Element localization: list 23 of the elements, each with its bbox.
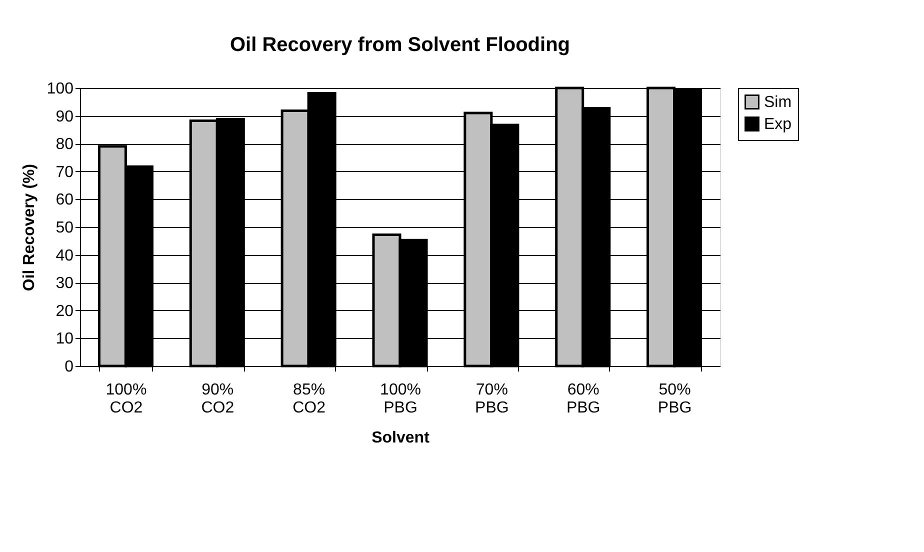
y-tick-label: 20 bbox=[56, 302, 74, 320]
chart-title: Oil Recovery from Solvent Flooding bbox=[230, 34, 570, 56]
y-tick-label: 50 bbox=[56, 220, 74, 236]
x-tick-label: 50% PBG bbox=[658, 382, 692, 416]
legend-label: Exp bbox=[764, 116, 792, 133]
y-tick-label: 70 bbox=[56, 164, 74, 181]
y-axis-title: Oil Recovery (%) bbox=[20, 164, 38, 292]
y-tick-label: 80 bbox=[56, 136, 74, 154]
y-tick-label: 90 bbox=[56, 108, 74, 126]
y-tick-label: 40 bbox=[56, 247, 74, 264]
y-tick-label: 10 bbox=[56, 330, 74, 348]
x-tick-label: 70% PBG bbox=[475, 382, 509, 416]
x-tick-label: 85% CO2 bbox=[292, 382, 326, 416]
x-tick-label: 60% PBG bbox=[566, 382, 600, 416]
y-tick-label: 60 bbox=[56, 192, 74, 209]
x-tick-label: 100% PBG bbox=[380, 382, 421, 416]
legend-label: Sim bbox=[764, 94, 792, 111]
x-axis-title: Solvent bbox=[372, 430, 430, 446]
x-tick-label: 100% CO2 bbox=[106, 382, 147, 416]
y-tick-label: 0 bbox=[64, 358, 74, 376]
y-tick-label: 30 bbox=[56, 275, 74, 292]
x-tick-label: 90% CO2 bbox=[201, 382, 234, 416]
y-tick-label: 100 bbox=[46, 80, 74, 98]
